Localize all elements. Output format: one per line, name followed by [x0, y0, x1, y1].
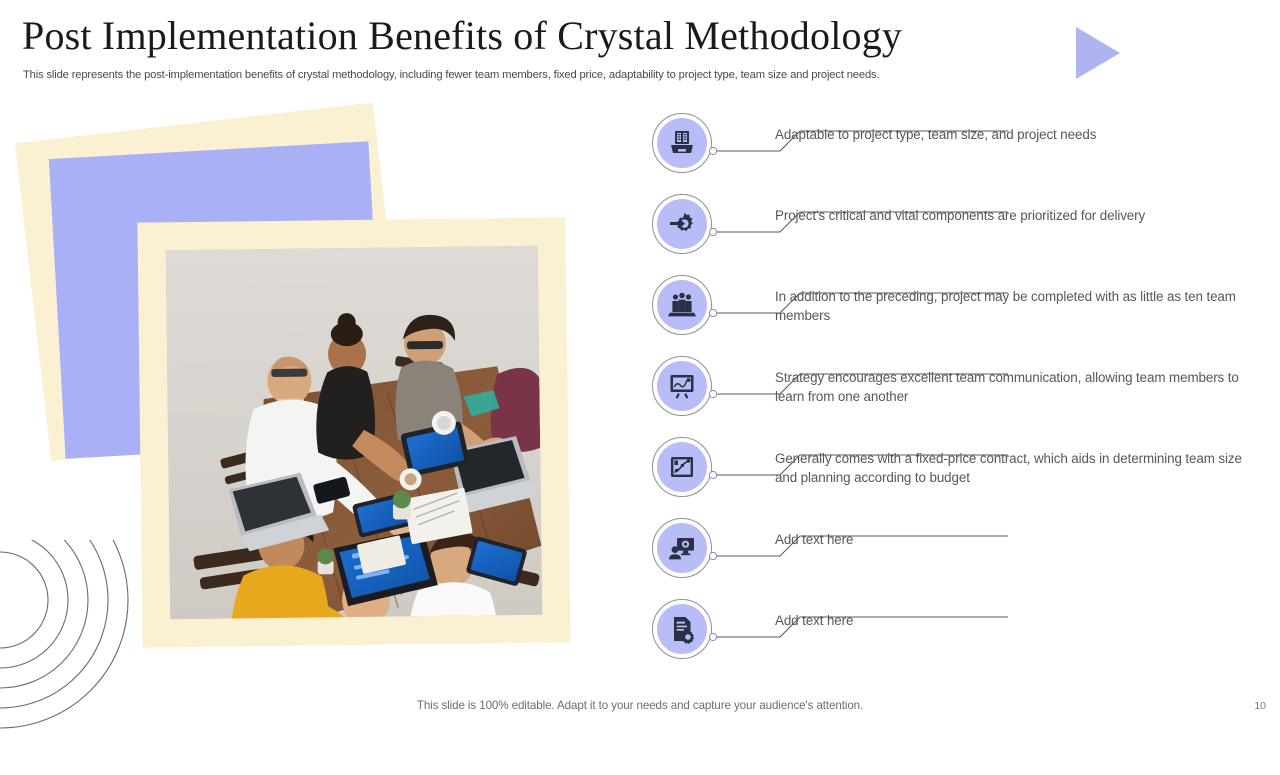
benefit-item[interactable]: In addition to the preceding, project ma…: [640, 272, 1260, 348]
photo-composition: [15, 102, 600, 670]
benefit-item[interactable]: Add text here: [640, 596, 1260, 672]
printer-glyph: [671, 131, 693, 153]
benefit-text: Add text here: [775, 613, 854, 628]
benefit-text: Adaptable to project type, team size, an…: [775, 127, 1097, 142]
benefit-text: In addition to the preceding, project ma…: [775, 289, 1236, 323]
footer-note: This slide is 100% editable. Adapt it to…: [416, 699, 864, 712]
group-glyph: [667, 292, 697, 317]
benefit-icon-ring[interactable]: [652, 356, 712, 416]
photo-illustration: [165, 245, 543, 620]
benefit-icon-ring[interactable]: [652, 113, 712, 173]
connector-line: [708, 211, 1008, 237]
document-gear-icon: [657, 604, 707, 654]
benefit-item[interactable]: Project's critical and vital components …: [640, 191, 1260, 267]
photo-frame: [137, 217, 571, 648]
benefit-item[interactable]: Add text here: [640, 515, 1260, 591]
user-monitor-glyph: [669, 538, 694, 560]
user-monitor-gear-icon: [657, 523, 707, 573]
benefit-text: Strategy encourages excellent team commu…: [775, 370, 1239, 404]
chart-trend-board-icon: [657, 442, 707, 492]
benefit-icon-ring[interactable]: [652, 275, 712, 335]
gear-glyph: [670, 212, 693, 231]
team-meeting-photo: [165, 245, 543, 620]
benefit-icon-ring[interactable]: [652, 518, 712, 578]
connector-line: [708, 535, 1008, 561]
benefit-icon-ring[interactable]: [652, 599, 712, 659]
benefit-item[interactable]: Generally comes with a fixed-price contr…: [640, 434, 1260, 510]
gear-arrow-in-icon: [657, 199, 707, 249]
connector-line: [708, 616, 1008, 642]
team-group-icon: [657, 280, 707, 330]
benefit-icon-ring[interactable]: [652, 437, 712, 497]
page-number: 10: [1254, 700, 1266, 712]
benefit-text: Add text here: [775, 532, 854, 547]
benefit-text: Project's critical and vital components …: [775, 208, 1146, 223]
arcs-svg: [0, 471, 129, 729]
document-gear-glyph: [674, 617, 695, 644]
presentation-glyph: [670, 375, 694, 399]
benefit-text: Generally comes with a fixed-price contr…: [775, 451, 1242, 485]
triangle-right-icon: [1076, 27, 1120, 79]
trend-glyph: [671, 457, 693, 477]
page-title: Post Implementation Benefits of Crystal …: [22, 13, 903, 58]
concentric-arcs-decoration: [0, 471, 170, 770]
server-rack-printer-icon: [657, 118, 707, 168]
benefit-icon-ring[interactable]: [652, 194, 712, 254]
presentation-chart-board-icon: [657, 361, 707, 411]
benefits-list: Adaptable to project type, team size, an…: [640, 110, 1260, 670]
page-subtitle: This slide represents the post-implement…: [23, 69, 880, 81]
connector-line: [708, 130, 1008, 156]
benefit-item[interactable]: Strategy encourages excellent team commu…: [640, 353, 1260, 429]
benefit-item[interactable]: Adaptable to project type, team size, an…: [640, 110, 1260, 186]
